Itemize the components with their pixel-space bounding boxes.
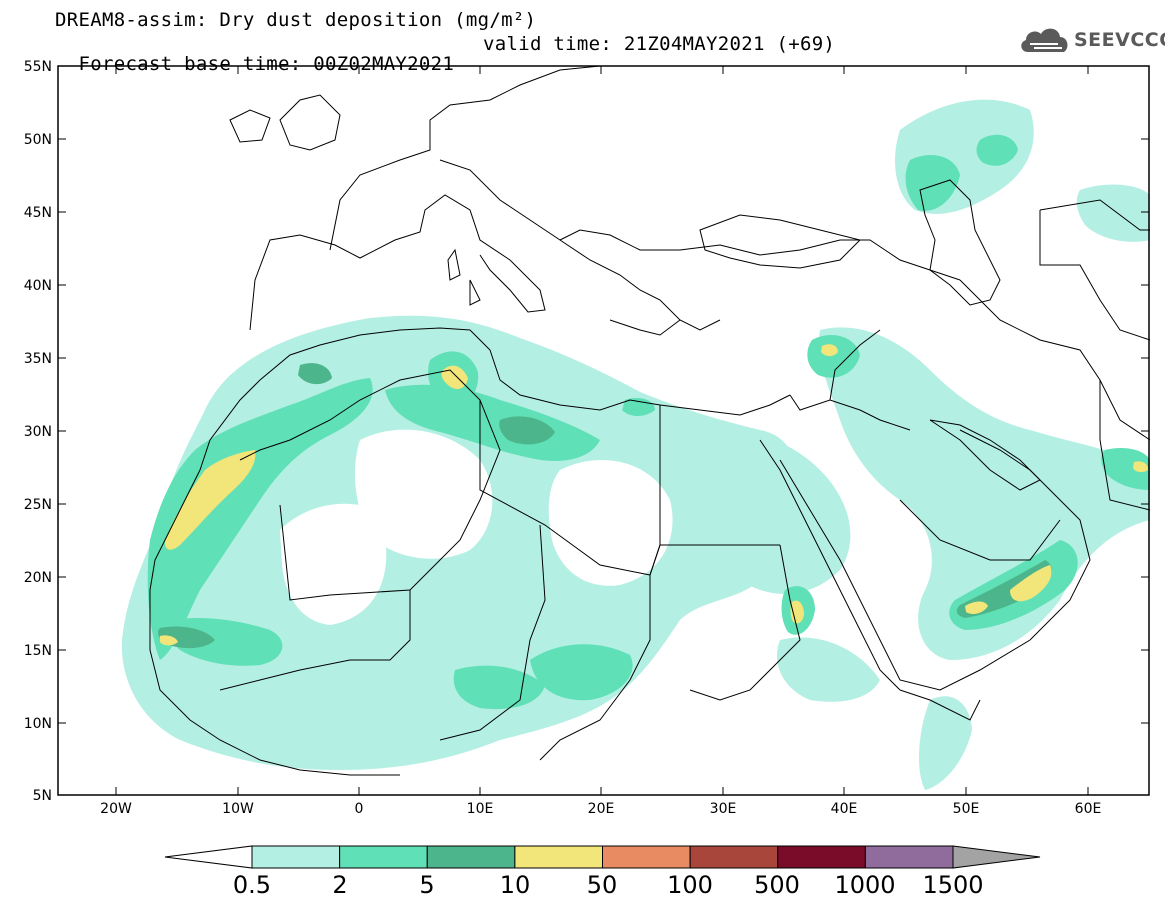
lat-label-25n: 25N xyxy=(24,497,52,513)
colorbar-label-100: 100 xyxy=(667,871,713,899)
colorbar-label-500: 500 xyxy=(754,871,800,899)
colorbar-box-2 xyxy=(339,845,428,869)
cloud-icon xyxy=(1021,28,1068,52)
lon-label-30e: 30E xyxy=(710,801,737,817)
colorbar-label-5: 5 xyxy=(419,871,434,899)
lat-label-35n: 35N xyxy=(24,351,52,367)
colorbar-label-1000: 1000 xyxy=(834,871,895,899)
forecast-base-time: Forecast base time: 00Z02MAY2021 xyxy=(78,53,455,75)
lat-label-15n: 15N xyxy=(24,643,52,659)
lat-label-10n: 10N xyxy=(24,716,52,732)
lat-label-45n: 45N xyxy=(24,205,52,221)
colorbar-box-1 xyxy=(251,845,341,869)
colorbar: 0.5 2 5 10 50 100 500 1000 1500 xyxy=(164,845,1041,899)
colorbar-left-arrow xyxy=(164,845,253,869)
lat-label-55n: 55N xyxy=(24,59,52,75)
lon-label-20e: 20E xyxy=(588,801,615,817)
lon-label-10e: 10E xyxy=(467,801,494,817)
logo-text: SEEVCCC xyxy=(1074,29,1165,51)
map-title: DREAM8-assim: Dry dust deposition (mg/m²… xyxy=(55,9,537,31)
longitude-axis: 20W 10W 0 10E 20E 30E 40E 50E 60E xyxy=(100,66,1101,817)
colorbar-label-50: 50 xyxy=(587,871,618,899)
lon-label-60e: 60E xyxy=(1075,801,1102,817)
lat-label-20n: 20N xyxy=(24,570,52,586)
seevccc-logo: SEEVCCC xyxy=(1018,24,1165,58)
lon-label-40e: 40E xyxy=(831,801,858,817)
lat-label-50n: 50N xyxy=(24,132,52,148)
colorbar-label-2: 2 xyxy=(332,871,347,899)
colorbar-label-10: 10 xyxy=(500,871,531,899)
lat-label-40n: 40N xyxy=(24,278,52,294)
colorbar-box-6 xyxy=(689,845,779,869)
colorbar-label-1500: 1500 xyxy=(922,871,983,899)
lon-label-10w: 10W xyxy=(222,801,254,817)
colorbar-box-4 xyxy=(514,845,603,869)
colorbar-right-arrow xyxy=(952,845,1041,869)
lat-label-30n: 30N xyxy=(24,424,52,440)
colorbar-box-7 xyxy=(777,845,866,869)
valid-time: valid time: 21Z04MAY2021 (+69) xyxy=(483,33,836,55)
lon-label-0: 0 xyxy=(355,801,364,817)
latitude-axis: 55N 50N 45N 40N 35N 30N 25N 20N 15N 10N … xyxy=(24,59,1149,804)
colorbar-box-3 xyxy=(426,845,516,869)
lat-label-5n: 5N xyxy=(33,788,52,804)
coastlines xyxy=(149,65,1151,776)
lon-label-50e: 50E xyxy=(953,801,980,817)
colorbar-box-8 xyxy=(864,845,954,869)
forecast-time-line: Forecast base time: 00Z02MAY2021 valid t… xyxy=(55,34,834,94)
lon-label-20w: 20W xyxy=(100,801,132,817)
colorbar-box-5 xyxy=(602,845,691,869)
colorbar-label-0-5: 0.5 xyxy=(233,871,271,899)
